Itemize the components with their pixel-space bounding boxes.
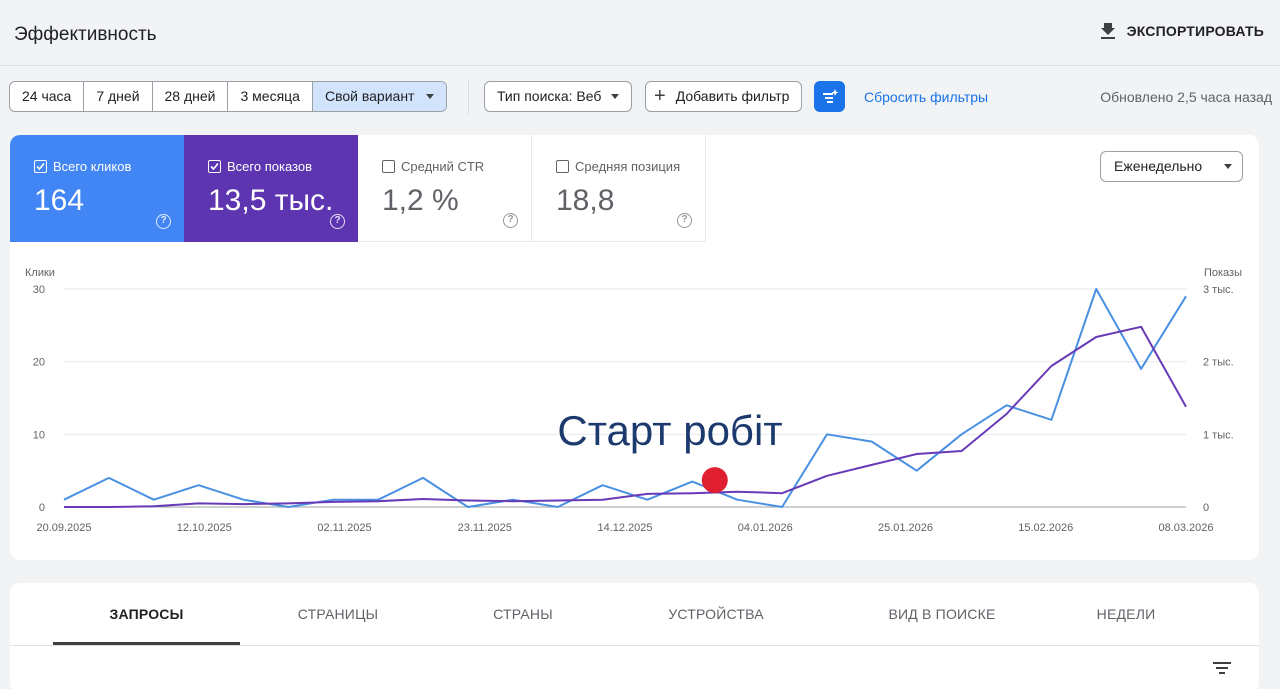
x-tick-label: 08.03.2026 (1158, 522, 1213, 534)
x-tick-label: 15.02.2026 (1018, 522, 1073, 534)
date-range-24h[interactable]: 24 часа (10, 82, 85, 111)
tab-devices[interactable]: УСТРОЙСТВА (668, 606, 764, 622)
x-tick-label: 14.12.2025 (597, 522, 652, 534)
metric-label-text: Всего показов (227, 159, 312, 174)
dimension-tabs-card: ЗАПРОСЫ СТРАНИЦЫ СТРАНЫ УСТРОЙСТВА ВИД В… (10, 583, 1259, 689)
metric-label[interactable]: Средняя позиция (556, 159, 680, 174)
metric-value: 13,5 тыс. (208, 184, 334, 217)
export-button[interactable]: ЭКСПОРТИРОВАТЬ (1099, 22, 1264, 40)
reset-filters-link[interactable]: Сбросить фильтры (864, 89, 989, 105)
add-filter-button[interactable]: + Добавить фильтр (645, 81, 803, 112)
x-tick-label: 23.11.2025 (458, 522, 512, 534)
help-icon[interactable]: ? (330, 214, 345, 229)
x-tick-label: 12.10.2025 (177, 522, 232, 534)
metric-total-impressions[interactable]: Всего показов 13,5 тыс. ? (184, 135, 358, 242)
metric-label-text: Средний CTR (401, 159, 485, 174)
metric-value: 164 (34, 184, 85, 217)
add-filter-label: Добавить фильтр (675, 88, 790, 104)
divider (10, 645, 1259, 646)
y-tick-left: 30 (33, 284, 45, 296)
help-icon[interactable]: ? (677, 213, 692, 228)
y-tick-right: 0 (1203, 502, 1209, 514)
dropdown-arrow-icon (1224, 164, 1233, 169)
date-range-selector: 24 часа 7 дней 28 дней 3 месяца Свой вар… (9, 81, 448, 112)
annotation-label: Старт робіт (557, 407, 782, 454)
performance-card: Всего кликов 164 ? Всего показов 13,5 ты… (10, 135, 1259, 560)
tab-weeks[interactable]: НЕДЕЛИ (1096, 606, 1156, 622)
filter-rows-icon[interactable] (1212, 660, 1232, 676)
download-icon (1100, 23, 1115, 39)
tab-pages[interactable]: СТРАНИЦЫ (297, 606, 379, 622)
plus-icon: + (654, 84, 666, 107)
checkbox-checked-icon[interactable] (34, 160, 47, 173)
date-range-28d[interactable]: 28 дней (153, 82, 229, 111)
export-label: ЭКСПОРТИРОВАТЬ (1126, 23, 1264, 39)
y-tick-left: 0 (39, 502, 45, 514)
checkbox-unchecked-icon[interactable] (382, 160, 395, 173)
period-label: Еженедельно (1114, 158, 1203, 174)
search-type-label: Тип поиска: Веб (497, 88, 602, 104)
period-select[interactable]: Еженедельно (1100, 151, 1243, 182)
y-tick-right: 2 тыс. (1203, 357, 1234, 369)
filter-bar: 24 часа 7 дней 28 дней 3 месяца Свой вар… (0, 80, 1280, 114)
divider (468, 80, 469, 114)
y-axis-left-title: Клики (25, 267, 55, 279)
annotation-marker (701, 467, 728, 494)
help-icon[interactable]: ? (503, 213, 518, 228)
page-title: Эффективность (14, 24, 157, 45)
tab-countries[interactable]: СТРАНЫ (493, 606, 553, 622)
tab-queries[interactable]: ЗАПРОСЫ (53, 583, 240, 645)
filter-sparkle-icon (822, 88, 838, 103)
metric-label-text: Средняя позиция (575, 159, 681, 174)
y-tick-left: 10 (33, 429, 45, 441)
x-tick-label: 02.11.2025 (317, 522, 371, 534)
metric-label-text: Всего кликов (53, 159, 132, 174)
metric-average-position[interactable]: Средняя позиция 18,8 ? (532, 135, 706, 242)
updated-status: Обновлено 2,5 часа назад (1100, 89, 1272, 105)
performance-chart: Клики Показы 0 10 20 30 0 1 тыс. 2 тыс. 3 тыс. 20.… (25, 267, 1242, 534)
tab-search-appearance[interactable]: ВИД В ПОИСКЕ (888, 606, 996, 622)
y-tick-right: 3 тыс. (1203, 284, 1234, 296)
y-tick-left: 20 (33, 357, 45, 369)
filter-settings-button[interactable] (814, 81, 845, 112)
metric-label[interactable]: Всего показов (208, 159, 312, 174)
dropdown-arrow-icon (611, 94, 620, 99)
x-tick-label: 04.01.2026 (738, 522, 793, 534)
metric-value: 1,2 % (382, 184, 459, 217)
y-tick-right: 1 тыс. (1203, 429, 1234, 441)
dropdown-arrow-icon (426, 94, 435, 99)
checkbox-checked-icon[interactable] (208, 160, 221, 173)
date-range-3m[interactable]: 3 месяца (228, 82, 313, 111)
checkbox-unchecked-icon[interactable] (556, 160, 569, 173)
date-range-custom[interactable]: Свой вариант (312, 82, 447, 111)
x-tick-label: 20.09.2025 (36, 522, 91, 534)
metric-label[interactable]: Средний CTR (382, 159, 484, 174)
metric-value: 18,8 (556, 184, 615, 217)
metric-total-clicks[interactable]: Всего кликов 164 ? (10, 135, 184, 242)
series-line-impressions (64, 325, 1187, 508)
header: Эффективность ЭКСПОРТИРОВАТЬ (0, 0, 1280, 66)
help-icon[interactable]: ? (156, 214, 171, 229)
date-range-7d[interactable]: 7 дней (84, 82, 153, 111)
x-tick-label: 25.01.2026 (878, 522, 933, 534)
series-line-clicks (63, 288, 1187, 508)
metric-average-ctr[interactable]: Средний CTR 1,2 % ? (358, 135, 532, 242)
search-type-filter[interactable]: Тип поиска: Веб (484, 81, 633, 112)
y-axis-right-title: Показы (1204, 267, 1242, 279)
date-range-custom-label: Свой вариант (324, 88, 415, 104)
metric-label[interactable]: Всего кликов (34, 159, 131, 174)
